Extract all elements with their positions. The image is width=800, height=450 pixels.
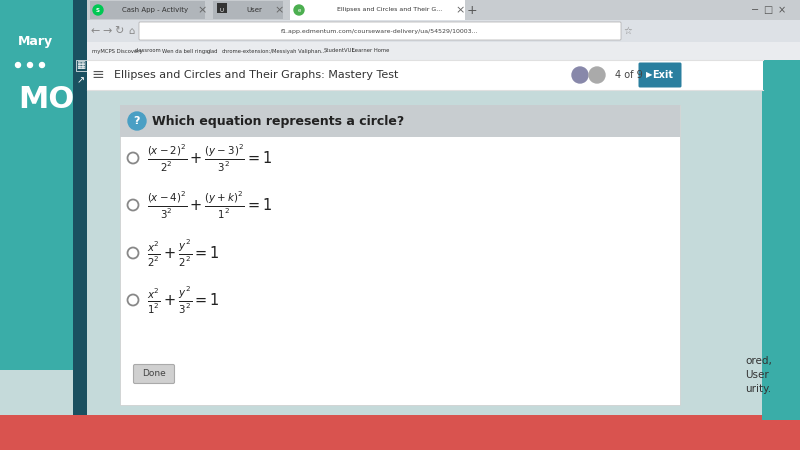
Text: ×: × (455, 5, 465, 15)
Text: Exit: Exit (653, 70, 674, 80)
Text: ↗: ↗ (77, 75, 85, 85)
Circle shape (589, 67, 605, 83)
Text: ▦: ▦ (76, 60, 86, 70)
Text: Which equation represents a circle?: Which equation represents a circle? (152, 114, 404, 127)
Text: ↻: ↻ (114, 26, 124, 36)
Circle shape (572, 67, 588, 83)
Text: Cash App - Activity: Cash App - Activity (122, 7, 188, 13)
Circle shape (39, 63, 45, 68)
Text: urity.: urity. (745, 384, 771, 394)
FancyBboxPatch shape (87, 42, 800, 60)
Text: ▶: ▶ (646, 71, 652, 80)
FancyBboxPatch shape (90, 1, 205, 19)
Text: +: + (466, 4, 478, 17)
Text: myMCPS Discovery: myMCPS Discovery (92, 49, 142, 54)
Text: ×: × (778, 5, 786, 15)
Text: $\frac{(x-4)^2}{3^2} + \frac{(y+k)^2}{1^2} = 1$: $\frac{(x-4)^2}{3^2} + \frac{(y+k)^2}{1^… (147, 189, 272, 220)
Text: 4 of 9: 4 of 9 (615, 70, 642, 80)
FancyBboxPatch shape (0, 415, 800, 450)
Text: ×: × (274, 5, 284, 15)
Text: U: U (220, 8, 224, 13)
FancyBboxPatch shape (120, 105, 680, 405)
FancyBboxPatch shape (73, 0, 87, 450)
Text: ?: ? (134, 116, 140, 126)
FancyBboxPatch shape (0, 0, 73, 370)
Circle shape (128, 112, 146, 130)
Text: Done: Done (142, 369, 166, 378)
Text: ≡: ≡ (92, 68, 104, 82)
FancyBboxPatch shape (638, 63, 682, 87)
Text: Mary: Mary (18, 36, 53, 49)
FancyBboxPatch shape (134, 364, 174, 383)
FancyBboxPatch shape (762, 0, 800, 420)
Circle shape (294, 5, 304, 15)
Text: User: User (246, 7, 262, 13)
FancyBboxPatch shape (213, 1, 283, 19)
Text: ←: ← (90, 26, 100, 36)
Text: ☆: ☆ (624, 26, 632, 36)
FancyBboxPatch shape (139, 22, 621, 40)
Circle shape (15, 63, 21, 68)
FancyBboxPatch shape (87, 20, 800, 42)
Text: Learner Home: Learner Home (353, 49, 390, 54)
FancyBboxPatch shape (217, 3, 227, 13)
FancyBboxPatch shape (75, 59, 86, 71)
Text: →: → (102, 26, 112, 36)
Text: $\frac{(x-2)^2}{2^2} + \frac{(y-3)^2}{3^2} = 1$: $\frac{(x-2)^2}{2^2} + \frac{(y-3)^2}{3^… (147, 142, 273, 174)
Text: $\frac{x^2}{1^2} + \frac{y^2}{3^2} = 1$: $\frac{x^2}{1^2} + \frac{y^2}{3^2} = 1$ (147, 284, 220, 315)
FancyBboxPatch shape (120, 105, 680, 137)
Circle shape (27, 63, 33, 68)
Text: MO: MO (18, 86, 74, 114)
FancyBboxPatch shape (87, 60, 763, 90)
Circle shape (93, 5, 103, 15)
FancyBboxPatch shape (290, 0, 465, 20)
Text: Ellipses and Circles and Their Graphs: Mastery Test: Ellipses and Circles and Their Graphs: M… (114, 70, 398, 80)
Text: Ellipses and Circles and Their G...: Ellipses and Circles and Their G... (338, 8, 442, 13)
Text: −: − (751, 5, 759, 15)
Text: User: User (745, 370, 769, 380)
Text: ×: × (198, 5, 206, 15)
Text: Wen da bell rings: Wen da bell rings (162, 49, 207, 54)
FancyBboxPatch shape (87, 0, 800, 20)
Text: glad: glad (206, 49, 218, 54)
Text: classroom: classroom (134, 49, 162, 54)
Text: S: S (96, 8, 100, 13)
Text: ored,: ored, (745, 356, 772, 366)
Text: $\frac{x^2}{2^2} + \frac{y^2}{2^2} = 1$: $\frac{x^2}{2^2} + \frac{y^2}{2^2} = 1$ (147, 238, 220, 269)
Text: Messiyah Valiphan...: Messiyah Valiphan... (271, 49, 326, 54)
Text: □: □ (763, 5, 773, 15)
Text: StudentVUE: StudentVUE (323, 49, 355, 54)
Text: e: e (298, 8, 301, 13)
Text: ⌂: ⌂ (128, 26, 134, 36)
Text: chrome-extension:/.: chrome-extension:/. (222, 49, 274, 54)
Text: f1.app.edmentum.com/courseware-delivery/ua/54529/10003...: f1.app.edmentum.com/courseware-delivery/… (281, 28, 479, 33)
